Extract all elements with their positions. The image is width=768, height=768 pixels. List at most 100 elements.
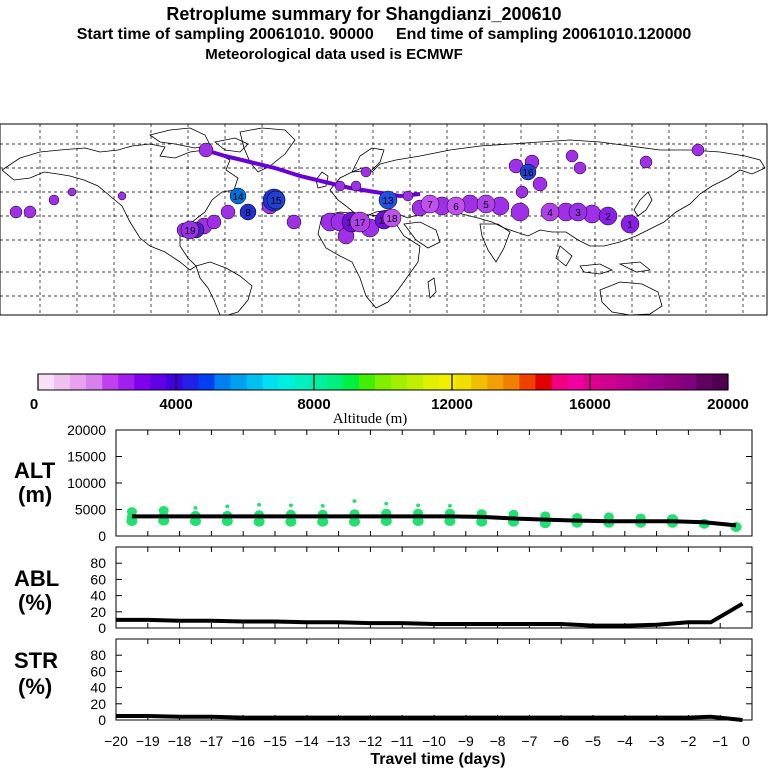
colorbar-cell [198, 374, 216, 390]
colorbar-cell [86, 374, 103, 390]
alt-scatter-point [288, 503, 293, 508]
x-tick-label: −3 [649, 733, 665, 749]
cluster-marker-18 [382, 208, 402, 228]
cluster-markers: 12345678910111213141516171819 [9, 142, 705, 245]
cluster-marker [67, 187, 77, 197]
alt-scatter-point [447, 503, 452, 508]
cluster-marker [334, 180, 346, 192]
cluster-marker [532, 176, 548, 192]
colorbar-cell [583, 374, 601, 390]
cluster-marker [198, 142, 214, 158]
colorbar-cell [711, 374, 729, 390]
cluster-marker-2 [598, 206, 618, 226]
alt-scatter-point [416, 503, 421, 508]
cluster-marker [350, 180, 362, 192]
colorbar-cell [535, 374, 552, 390]
x-tick-label: −8 [490, 733, 506, 749]
time-series-panels: ALT (m) ABL (%) STR (%) 2000015000100005… [14, 422, 753, 768]
str-ytick-label: 20 [90, 696, 106, 712]
alt-ytick-label: 5000 [75, 502, 106, 518]
x-tick-label: 0 [742, 733, 750, 749]
cluster-marker [206, 214, 222, 230]
map-coastlines [1, 127, 766, 316]
colorbar-cell [647, 374, 665, 390]
colorbar-label: Altitude (m) [333, 411, 408, 427]
x-tick-label: −4 [617, 733, 633, 749]
colorbar-cell [262, 374, 280, 390]
str-series-line [116, 714, 743, 722]
colorbar-cell [551, 374, 569, 390]
alt-scatter-point [352, 499, 357, 503]
alt-ytick-label: 0 [98, 528, 106, 544]
x-tick-label: −19 [136, 733, 160, 749]
abl-series [116, 601, 744, 628]
cluster-marker-15 [266, 190, 286, 210]
abl-ytick-label: 80 [90, 555, 106, 571]
cluster-marker-17 [349, 211, 371, 233]
cluster-marker-3 [568, 202, 588, 222]
cluster-label-18: 18 [386, 214, 398, 225]
cluster-marker-5 [476, 194, 496, 214]
cluster-label-5: 5 [483, 200, 489, 211]
colorbar-cell [214, 374, 232, 390]
alt-scatter-point [193, 506, 198, 510]
map-panel: 12345678910111213141516171819 [0, 123, 768, 316]
cluster-label-2: 2 [605, 212, 611, 223]
cluster-marker [286, 214, 302, 230]
colorbar-cell [423, 374, 440, 390]
alt-ytick-label: 20000 [67, 422, 106, 438]
alt-label-bottom: (m) [18, 482, 52, 507]
alt-scatter-point [320, 503, 325, 508]
abl-ytick-label: 20 [90, 604, 106, 620]
colorbar-cell [230, 374, 248, 390]
colorbar-cell [70, 374, 87, 390]
x-tick-label: −18 [168, 733, 192, 749]
alt-ytick-label: 10000 [67, 475, 106, 491]
cluster-label-1: 1 [627, 220, 633, 231]
alt-scatter-point [476, 516, 488, 527]
colorbar-cells [38, 374, 729, 390]
colorbar-cell [519, 374, 536, 390]
colorbar-cell [599, 374, 617, 390]
cluster-marker-6 [446, 196, 466, 216]
x-tick-label: −20 [104, 733, 128, 749]
x-axis-ticks: −20 −19 −18 −17 −16 −15 −14 −13 −12 −11 −10 −9 −8 −7−… [104, 733, 750, 749]
colorbar-cell [54, 374, 71, 390]
cluster-marker [402, 190, 414, 202]
colorbar-cell [679, 374, 697, 390]
alt-series [131, 514, 737, 528]
alt-scatter-point [285, 516, 297, 527]
colorbar-cell [294, 374, 312, 390]
cluster-label-6: 6 [453, 202, 459, 213]
str-ytick-label: 80 [90, 647, 106, 663]
abl-ytick-label: 0 [98, 620, 106, 636]
cluster-label-16: 16 [522, 168, 534, 179]
colorbar-tick-label: 16000 [569, 396, 611, 413]
alt-series-line [131, 514, 737, 528]
colorbar-cell [118, 374, 135, 390]
str-label-bottom: (%) [18, 674, 52, 699]
alt-scatter-point [253, 516, 265, 527]
colorbar-cell [663, 374, 681, 390]
colorbar-cell [455, 374, 472, 390]
chart-title: Retroplume summary for Shangdianzi_20061… [166, 4, 562, 24]
colorbar-cell [358, 374, 376, 390]
colorbar-cell [134, 374, 151, 390]
colorbar-cell [567, 374, 585, 390]
colorbar-cell [38, 374, 55, 390]
colorbar-tick-label: 0 [30, 396, 38, 413]
cluster-label-19: 19 [184, 226, 196, 237]
colorbar-tick-label: 12000 [431, 396, 473, 413]
cluster-label-17: 17 [354, 218, 366, 229]
x-axis-label: Travel time (days) [370, 751, 505, 768]
str-ytick-label: 40 [90, 680, 106, 696]
met-data-line: Meteorological data used is ECMWF [205, 46, 463, 63]
x-tick-label: −12 [359, 733, 383, 749]
colorbar-tick-label: 20000 [707, 396, 749, 413]
x-tick-label: −6 [553, 733, 569, 749]
cluster-marker-4 [540, 202, 560, 222]
cluster-label-15: 15 [270, 196, 282, 207]
x-tick-label: −5 [585, 733, 601, 749]
cluster-marker-7 [420, 194, 440, 214]
